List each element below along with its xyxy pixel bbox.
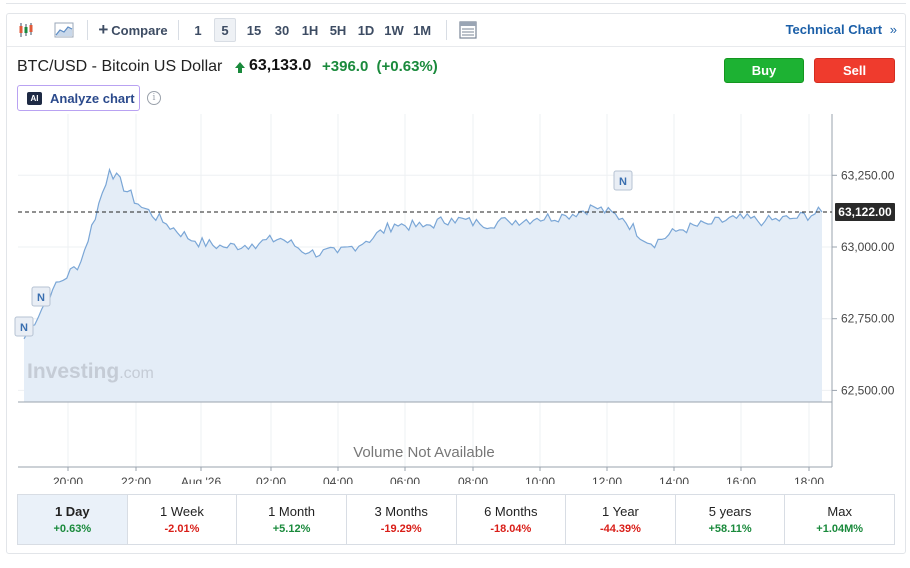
toolbar-divider-line [7, 46, 905, 47]
range-1-month[interactable]: 1 Month +5.12% [237, 495, 347, 544]
x-tick-label: Aug '26 [181, 475, 222, 484]
table-view-icon[interactable] [456, 18, 480, 42]
range-6-months[interactable]: 6 Months -18.04% [457, 495, 567, 544]
volume-not-available: Volume Not Available [353, 444, 494, 461]
x-tick-label: 08:00 [458, 475, 488, 484]
interval-1w[interactable]: 1W [384, 22, 404, 38]
range-change: +5.12% [272, 523, 311, 535]
range-change: -2.01% [164, 523, 200, 535]
range-label: 1 Day [54, 504, 90, 519]
price-change: +396.0 (+0.63%) [322, 58, 438, 75]
range-change: +58.11% [708, 523, 752, 535]
y-tick-label: 63,250.00 [841, 168, 895, 182]
range-label: 3 Months [374, 504, 428, 519]
x-tick-label: 18:00 [794, 475, 824, 484]
info-icon[interactable]: i [147, 91, 161, 105]
candlestick-icon[interactable] [15, 18, 39, 42]
area-chart-icon[interactable] [51, 18, 77, 42]
range-3-months[interactable]: 3 Months -19.29% [347, 495, 457, 544]
news-marker-label: N [619, 176, 627, 188]
x-tick-label: 10:00 [525, 475, 555, 484]
up-arrow-icon [235, 62, 245, 73]
interval-5h[interactable]: 5H [329, 22, 347, 38]
x-axis: 20:00 22:00 Aug '26 02:00 04:00 06:00 08:00 10:… [53, 467, 824, 484]
toolbar-divider [446, 20, 447, 40]
news-markers[interactable]: N N N [14, 170, 633, 337]
compare-label: Compare [111, 22, 168, 38]
price-area [24, 169, 822, 402]
interval-1h[interactable]: 1H [301, 22, 319, 38]
price-line [23, 167, 823, 340]
investing-watermark: Investing.com [27, 360, 154, 383]
last-price: 63,133.0 [249, 57, 312, 74]
news-marker[interactable] [613, 170, 633, 191]
sell-button[interactable]: Sell [814, 58, 895, 83]
technical-chart-label: Technical Chart [785, 22, 883, 37]
change-percent: (+0.63%) [376, 58, 438, 75]
technical-chart-link[interactable]: Technical Chart » [786, 22, 897, 37]
current-price-badge [835, 203, 895, 222]
range-change: -19.29% [380, 523, 422, 535]
range-label: 1 Week [160, 504, 204, 519]
range-label: 1 Month [268, 504, 316, 519]
x-tick-label: 12:00 [592, 475, 622, 484]
chart-toolbar: + Compare 1 5 15 30 1H 5H 1D 1W 1M Techn… [7, 14, 905, 46]
x-tick-label: 06:00 [390, 475, 420, 484]
change-value: +396.0 [322, 58, 369, 75]
y-tick-label: 62,750.00 [841, 312, 895, 326]
interval-30[interactable]: 30 [274, 22, 290, 38]
news-marker[interactable] [31, 286, 51, 307]
analyze-chart-label: Analyze chart [50, 90, 135, 106]
interval-1[interactable]: 1 [194, 22, 202, 38]
y-axis: 63,250.00 63,000.00 62,750.00 62,500.00 63,1… [832, 168, 895, 397]
x-tick-label: 02:00 [256, 475, 286, 484]
x-tick-label: 20:00 [53, 475, 83, 484]
price-chart[interactable]: 63,250.00 63,000.00 62,750.00 62,500.00 63,1… [7, 114, 905, 484]
instrument-title: BTC/USD - Bitcoin US Dollar [17, 58, 223, 75]
x-tick-label: 16:00 [726, 475, 756, 484]
range-1-year[interactable]: 1 Year -44.39% [566, 495, 676, 544]
plus-icon: + [98, 20, 109, 39]
range-change: +0.63% [53, 523, 92, 535]
news-marker-label: N [37, 292, 45, 304]
chart-plot [18, 114, 833, 468]
range-change: -18.04% [490, 523, 532, 535]
x-tick-label: 22:00 [121, 475, 151, 484]
range-label: Max [827, 504, 852, 519]
interval-15[interactable]: 15 [246, 22, 262, 38]
range-5-years[interactable]: 5 years +58.11% [676, 495, 786, 544]
toolbar-divider [87, 20, 88, 40]
x-tick-label: 14:00 [659, 475, 689, 484]
range-change: +1.04M% [816, 523, 864, 535]
interval-5[interactable]: 5 [214, 18, 236, 42]
range-max[interactable]: Max +1.04M% [785, 495, 894, 544]
interval-1m[interactable]: 1M [412, 22, 432, 38]
double-chevron-icon: » [889, 22, 897, 37]
interval-1d[interactable]: 1D [357, 22, 375, 38]
toolbar-divider [178, 20, 179, 40]
ai-icon: AI [27, 91, 42, 105]
buy-button[interactable]: Buy [724, 58, 804, 83]
range-label: 6 Months [484, 504, 538, 519]
range-change: -44.39% [599, 523, 641, 535]
chart-widget: + Compare 1 5 15 30 1H 5H 1D 1W 1M Techn… [6, 13, 906, 554]
performance-ranges: 1 Day +0.63% 1 Week -2.01% 1 Month +5.12% 3 Mo… [17, 494, 895, 545]
range-label: 1 Year [602, 504, 639, 519]
current-price-label: 63,122.00 [838, 205, 892, 219]
news-marker-label: N [20, 322, 28, 334]
y-tick-label: 62,500.00 [841, 383, 895, 397]
range-1-day[interactable]: 1 Day +0.63% [18, 495, 128, 544]
x-tick-label: 04:00 [323, 475, 353, 484]
news-marker[interactable] [14, 316, 34, 337]
compare-button[interactable]: + Compare [95, 18, 171, 42]
range-1-week[interactable]: 1 Week -2.01% [128, 495, 238, 544]
y-tick-label: 63,000.00 [841, 240, 895, 254]
range-label: 5 years [708, 504, 752, 519]
top-edge [6, 0, 906, 4]
analyze-chart-button[interactable]: AI Analyze chart [17, 85, 140, 111]
